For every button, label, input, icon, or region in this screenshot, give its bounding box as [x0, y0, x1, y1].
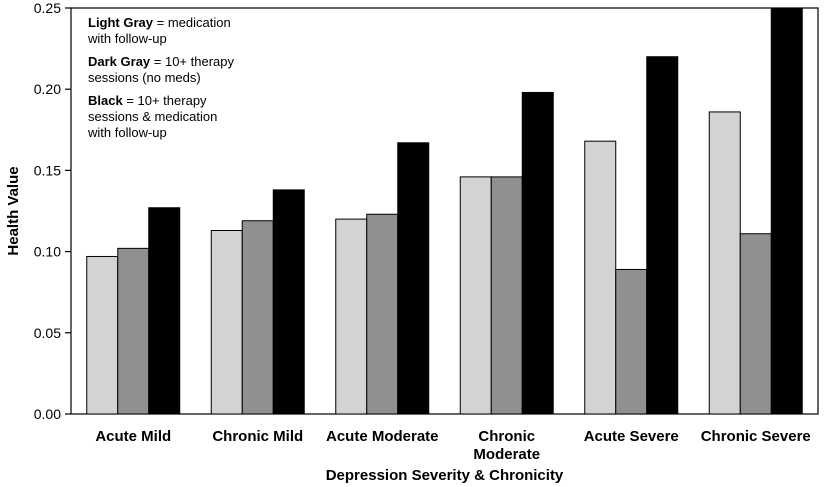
bar: [584, 140, 617, 415]
legend-text: sessions (no meds): [88, 70, 201, 85]
legend-text: sessions & medication: [88, 109, 217, 124]
bar: [86, 255, 119, 415]
y-tick-label: 0.20: [34, 81, 61, 97]
bar: [148, 207, 181, 415]
y-tick-label: 0.15: [34, 162, 61, 178]
x-tick-label: Chronic Mild: [212, 428, 303, 445]
bar: [739, 233, 772, 415]
bar: [117, 247, 150, 415]
legend-text: with follow-up: [87, 31, 167, 46]
bar: [646, 56, 679, 415]
bar: [272, 189, 305, 415]
bar: [397, 142, 430, 415]
bar: [615, 268, 648, 415]
legend-text: Light Gray = medication: [88, 15, 231, 30]
bar: [490, 176, 523, 415]
bar: [210, 229, 243, 415]
legend-text: with follow-up: [87, 125, 167, 140]
legend-text: Dark Gray = 10+ therapy: [88, 54, 234, 69]
y-tick-label: 0.05: [34, 325, 61, 341]
y-axis-title: Health Value: [5, 166, 22, 255]
y-tick-label: 0.25: [34, 0, 61, 16]
x-tick-label: Chronic Moderate: [473, 428, 540, 463]
y-tick-label: 0.00: [34, 406, 61, 422]
plot-area: 0.00 0.05 0.10 0.15 0.20 0.25 Acute Mild Chroni…: [34, 0, 819, 463]
x-axis-title: Depression Severity & Chronicity: [326, 467, 564, 484]
bar: [708, 111, 741, 415]
x-tick-label: Acute Severe: [584, 428, 679, 445]
bar: [241, 220, 274, 415]
bar: [459, 176, 492, 415]
x-tick-label: Acute Moderate: [326, 428, 439, 445]
bar: [770, 7, 803, 415]
x-tick-label: Chronic Severe: [701, 428, 811, 445]
plot-frame: [70, 7, 819, 415]
x-tick-label: Acute Mild: [95, 428, 171, 445]
legend-text: Black = 10+ therapy: [88, 93, 207, 108]
bar: [521, 91, 554, 415]
bar: [366, 213, 399, 415]
y-tick-label: 0.10: [34, 244, 61, 260]
bar: [335, 218, 368, 415]
